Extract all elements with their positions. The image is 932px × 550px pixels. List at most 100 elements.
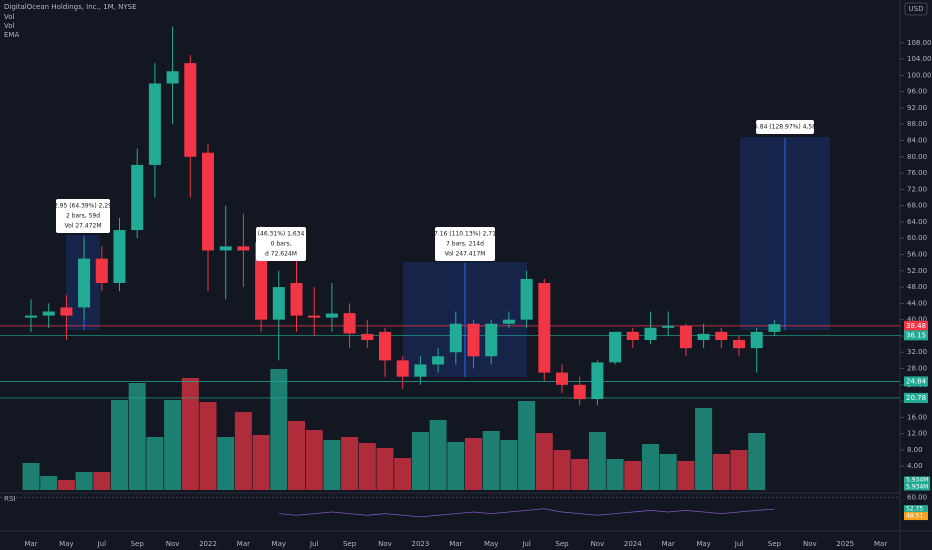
x-tick-label: 2022 (199, 540, 217, 548)
measure-text: Vol 247.417M (445, 251, 486, 258)
volume-bar (288, 421, 305, 490)
candle-body (626, 331, 639, 341)
candle-body (255, 242, 268, 320)
x-tick-label: Mar (874, 540, 887, 548)
volume-bar (447, 442, 465, 490)
volume-bar (411, 432, 429, 490)
volume-bar (75, 472, 93, 490)
x-tick-label: 2025 (836, 540, 854, 548)
x-tick-label: Nov (591, 540, 605, 548)
volume-bar (465, 438, 482, 490)
y-tick-label: 76.00 (907, 169, 927, 177)
candle-body (60, 307, 73, 316)
x-tick-label: 2023 (411, 540, 429, 548)
measure-text: d 72.624M (265, 251, 297, 258)
candle-body (750, 331, 763, 349)
candle-body (78, 258, 91, 308)
currency-box[interactable] (904, 2, 928, 16)
y-tick-label: 96.00 (907, 88, 927, 96)
volume-bar (606, 459, 624, 490)
candle-body (379, 331, 391, 361)
y-tick-label: 108.00 (907, 39, 932, 47)
measure-text: 27.16 (110.13%) 2,716 (430, 231, 500, 238)
candle-body (396, 360, 409, 377)
candle-body (449, 323, 462, 353)
x-tick-label: Jul (309, 540, 319, 548)
volume-bar (93, 472, 111, 490)
y-tick-label: 8.00 (907, 446, 923, 454)
x-tick-label: Nov (803, 540, 817, 548)
candle-body (609, 331, 622, 363)
candle-body (325, 313, 338, 318)
rsi-tick-label: 60.00 (907, 493, 927, 501)
candle-body (202, 152, 214, 251)
volume-bar (659, 454, 677, 490)
rsi-label-bg (904, 505, 928, 514)
volume-bar (22, 463, 40, 490)
price-label-bg (904, 392, 928, 403)
measure-text: 45.84 (128.97%) 4,584 (750, 124, 820, 131)
volume-label-bg (904, 476, 930, 484)
volume-bar (111, 400, 128, 490)
x-tick-label: Sep (768, 540, 782, 548)
volume-bar (252, 435, 270, 490)
x-tick-label: Jul (734, 540, 744, 548)
candle-body (237, 246, 250, 251)
candle-body (733, 340, 745, 349)
measure-bg (435, 227, 495, 261)
candle-body (308, 315, 321, 318)
y-tick-label: 80.00 (907, 153, 927, 161)
rsi-line (278, 508, 775, 518)
rsi-label-bg (904, 512, 928, 521)
x-tick-label: 2024 (624, 540, 642, 548)
y-tick-label: 72.00 (907, 185, 927, 193)
volume-bar (217, 437, 235, 490)
volume-bar (234, 412, 252, 490)
volume-bar (376, 448, 394, 490)
volume-bar (323, 440, 341, 490)
volume-label: 5.934M (906, 484, 928, 491)
volume-bar (358, 443, 376, 490)
volume-bar (394, 458, 412, 490)
y-tick-label: 88.00 (907, 120, 927, 128)
x-tick-label: May (59, 540, 73, 548)
candle-body (538, 283, 551, 373)
measure-bg (256, 227, 306, 261)
measure-text: 22.95 (64.39%) 2,295 (50, 203, 116, 210)
currency[interactable]: USD (909, 5, 924, 13)
candle-body (184, 63, 197, 157)
volume-bar (199, 402, 217, 490)
x-tick-label: Mar (449, 540, 462, 548)
legend: EMA (4, 31, 19, 39)
candle-body (520, 278, 533, 320)
x-tick-label: Sep (555, 540, 569, 548)
volume-bar (40, 476, 58, 490)
y-tick-label: 60.00 (907, 234, 927, 242)
candle-body (148, 83, 161, 165)
volume-bar (748, 433, 766, 490)
volume-bar (181, 378, 199, 490)
y-tick-label: 12.00 (907, 430, 927, 438)
x-tick-label: May (272, 540, 286, 548)
candle-body (113, 230, 126, 284)
x-tick-label: May (696, 540, 710, 548)
volume-bar (642, 444, 659, 490)
candle-body (697, 333, 710, 341)
y-tick-label: 16.00 (907, 413, 927, 421)
volume-bar (164, 400, 182, 490)
volume-bar (146, 437, 164, 490)
candle-body (95, 258, 108, 284)
indicator-label: RSI (4, 495, 15, 503)
volume-bar (588, 432, 606, 490)
price-label-bg (904, 320, 928, 331)
measure-text: (46.31%) 1,634 (258, 231, 305, 238)
y-tick-label: 48.00 (907, 283, 927, 291)
candle-body (768, 324, 781, 332)
candle-body (485, 323, 498, 357)
volume-bar (535, 433, 553, 490)
candle-body (432, 356, 445, 365)
volume-bar (518, 401, 536, 490)
candle-body (662, 325, 675, 328)
chart-title: DigitalOcean Holdings, Inc., 1M, NYSE (4, 3, 137, 11)
